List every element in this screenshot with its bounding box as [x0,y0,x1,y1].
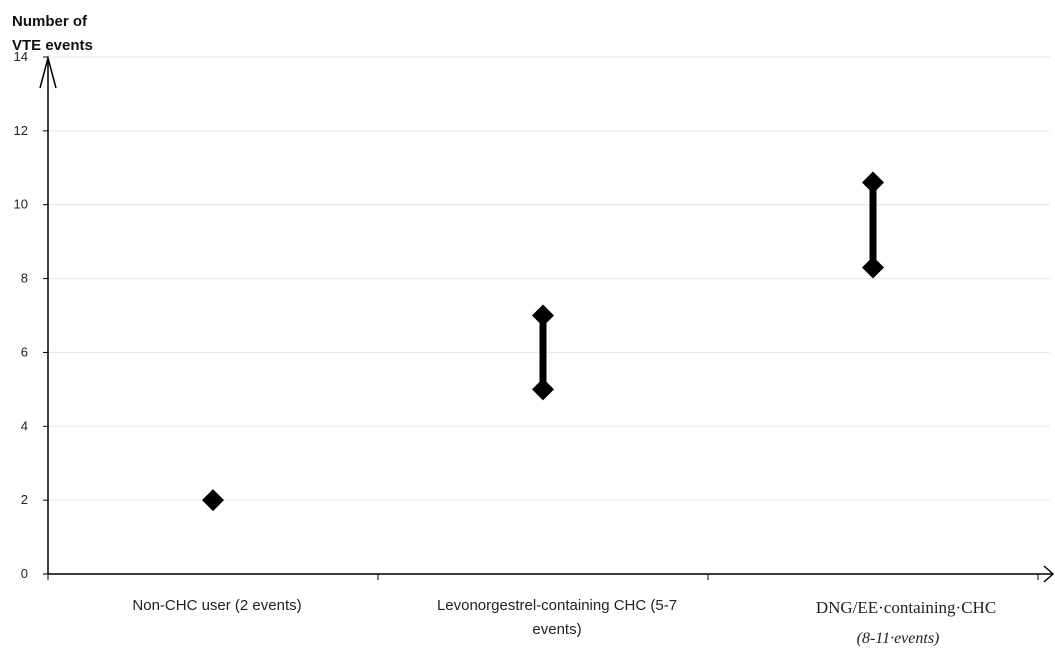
y-tick-label: 14 [14,49,28,64]
y-tick-label: 10 [14,197,28,212]
range-low-marker [532,378,554,401]
category-label-non-chc: Non-CHC user (2 events) [132,597,301,614]
x-axis-arrow [1043,565,1055,583]
category-label-levonorgestrel-line-1: Levonorgestrel-containing CHC (5-7 [437,597,677,614]
y-tick-label: 2 [21,492,28,507]
y-axis-label-line-2: VTE events [12,37,93,54]
y-tick-label: 4 [21,418,28,433]
range-high-marker [532,304,554,327]
y-axis-arrow [39,55,57,89]
y-tick-label: 12 [14,123,28,138]
category-label-levonorgestrel-line-2: events) [532,621,581,638]
category-label-dng-ee-line-2: (8-11·events) [857,630,940,647]
y-axis-ticks: 0 2 4 6 8 10 12 14 [14,49,48,581]
x-axis-ticks [47,574,1039,580]
y-tick-label: 6 [21,344,28,359]
range-low-marker [862,256,884,279]
y-tick-label: 8 [21,271,28,286]
category-label-dng-ee-line-1: DNG/EE·containing·CHC [816,598,996,617]
data-marks [202,171,884,512]
y-axis-label-line-1: Number of [12,13,88,30]
point-marker [202,489,224,512]
range-high-marker [862,171,884,194]
gridlines [48,56,1050,501]
y-tick-label: 0 [21,566,28,581]
